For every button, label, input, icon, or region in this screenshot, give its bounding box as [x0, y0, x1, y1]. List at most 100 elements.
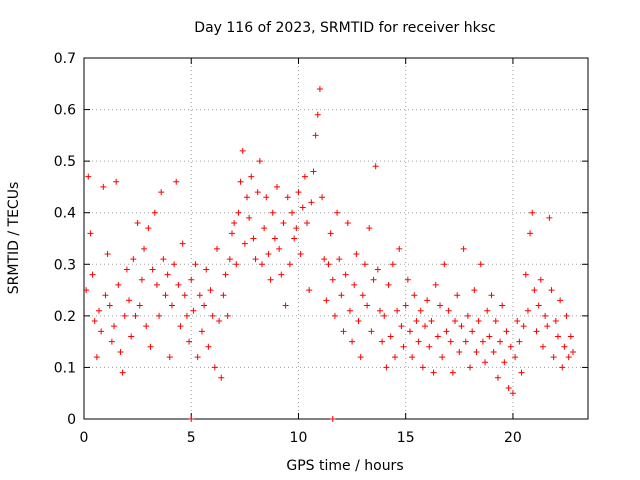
plot-frame [83, 57, 589, 420]
data-point [346, 307, 353, 314]
data-point [226, 256, 233, 263]
data-point [166, 354, 173, 361]
data-point [224, 312, 231, 319]
data-point [415, 338, 422, 345]
data-point [299, 204, 306, 211]
data-point [241, 240, 248, 247]
data-point [379, 338, 386, 345]
data-point [351, 281, 358, 288]
data-point [424, 297, 431, 304]
data-point [422, 323, 429, 330]
data-point [113, 178, 120, 185]
data-point [454, 292, 461, 299]
data-point [128, 333, 135, 340]
data-point [557, 297, 564, 304]
data-point [477, 261, 484, 268]
data-point [334, 209, 341, 216]
data-point [452, 318, 459, 325]
data-point [370, 276, 377, 283]
x-tick-label: 10 [290, 430, 308, 446]
data-point [308, 199, 315, 206]
data-point [222, 271, 229, 278]
data-point [447, 338, 454, 345]
data-point [126, 297, 133, 304]
y-tick-label: 0.1 [54, 360, 76, 376]
data-point [132, 312, 139, 319]
y-axis-label: SRMTID / TECUs [6, 182, 22, 295]
data-point [203, 266, 210, 273]
data-point [284, 194, 291, 201]
data-point [475, 318, 482, 325]
data-point [250, 235, 257, 242]
data-point [188, 416, 195, 422]
data-point [381, 312, 388, 319]
data-point [289, 209, 296, 216]
data-point [119, 369, 126, 376]
data-point [323, 297, 330, 304]
x-tick-label: 20 [504, 430, 522, 446]
data-point [136, 302, 143, 309]
data-point [216, 318, 223, 325]
data-point [559, 364, 566, 371]
data-point [364, 302, 371, 309]
data-point [83, 287, 90, 294]
data-point [445, 307, 452, 314]
data-point [441, 261, 448, 268]
grid [84, 58, 588, 419]
data-point [194, 354, 201, 361]
data-point [198, 328, 205, 335]
data-point [539, 343, 546, 350]
data-point [464, 312, 471, 319]
data-point [387, 333, 394, 340]
data-point [411, 292, 418, 299]
data-point [220, 292, 227, 299]
data-point [134, 220, 141, 227]
data-point [213, 245, 220, 252]
data-point [280, 220, 287, 227]
data-point [516, 338, 523, 345]
data-point [520, 323, 527, 330]
x-tick-label: 5 [187, 430, 196, 446]
data-point [179, 240, 186, 247]
data-point [237, 178, 244, 185]
data-point [190, 307, 197, 314]
data-point [462, 338, 469, 345]
data-point [542, 312, 549, 319]
data-point [514, 318, 521, 325]
data-point [218, 374, 225, 381]
data-point [278, 271, 285, 278]
data-point [361, 261, 368, 268]
data-series [83, 85, 576, 422]
data-point [306, 287, 313, 294]
data-point [286, 261, 293, 268]
data-point [239, 147, 246, 154]
data-point [85, 173, 92, 180]
data-point [505, 385, 512, 392]
data-point [548, 287, 555, 294]
data-point [246, 214, 253, 221]
data-point [235, 209, 242, 216]
data-point [265, 250, 272, 257]
data-point [467, 364, 474, 371]
data-point [533, 328, 540, 335]
data-point [274, 183, 281, 190]
data-point [567, 333, 574, 340]
data-point [342, 271, 349, 278]
data-point [181, 292, 188, 299]
data-point [434, 333, 441, 340]
y-tick-label: 0.2 [54, 309, 76, 325]
data-point [145, 225, 152, 232]
x-tick-label: 15 [397, 430, 415, 446]
data-point [522, 271, 529, 278]
y-tick-label: 0.5 [54, 154, 76, 170]
data-point [473, 348, 480, 355]
data-point [304, 220, 311, 227]
data-point [432, 281, 439, 288]
data-point [561, 343, 568, 350]
y-tick-label: 0.4 [54, 206, 76, 222]
data-point [254, 189, 261, 196]
data-point [501, 359, 508, 366]
data-point [100, 183, 107, 190]
data-point [201, 302, 208, 309]
